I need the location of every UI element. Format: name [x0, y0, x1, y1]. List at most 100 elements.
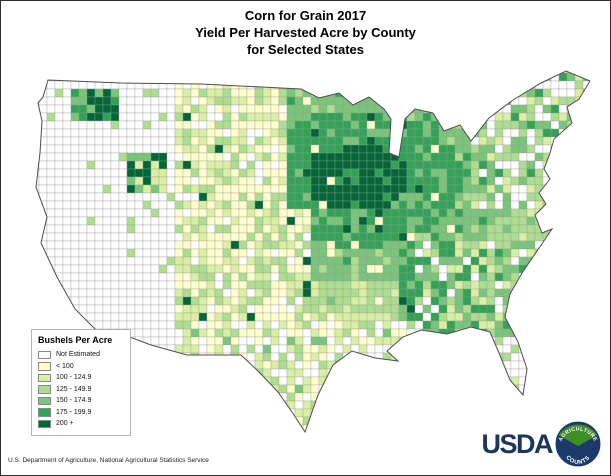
- county-cell: [566, 368, 576, 378]
- county-cell: [326, 200, 336, 210]
- county-cell: [158, 408, 168, 418]
- county-cell: [478, 336, 488, 346]
- county-cell: [350, 368, 360, 378]
- county-cell: [558, 352, 568, 362]
- county-cell: [430, 344, 440, 354]
- county-cell: [366, 104, 376, 114]
- county-cell: [62, 71, 72, 74]
- county-cell: [366, 280, 376, 290]
- county-cell: [358, 240, 368, 250]
- county-cell: [150, 128, 160, 138]
- county-cell: [486, 248, 496, 258]
- county-cell: [591, 369, 599, 377]
- county-cell: [326, 312, 336, 322]
- county-cell: [342, 408, 352, 418]
- county-cell: [166, 304, 176, 314]
- county-cell: [254, 400, 264, 410]
- county-cell: [278, 160, 288, 170]
- county-cell: [342, 424, 352, 432]
- county-cell: [46, 104, 56, 114]
- county-cell: [166, 424, 176, 432]
- county-cell: [94, 200, 104, 210]
- county-cell: [270, 264, 280, 274]
- county-cell: [278, 416, 288, 426]
- county-cell: [550, 264, 560, 274]
- county-cell: [94, 120, 104, 130]
- county-cell: [558, 288, 568, 298]
- county-cell: [430, 424, 440, 432]
- county-cell: [502, 248, 512, 258]
- county-cell: [366, 296, 376, 306]
- county-cell: [182, 88, 192, 98]
- county-cell: [46, 160, 56, 170]
- county-cell: [318, 336, 328, 346]
- county-cell: [214, 248, 224, 258]
- county-cell: [486, 304, 496, 314]
- county-cell: [70, 104, 80, 114]
- county-cell: [454, 424, 464, 432]
- county-cell: [78, 280, 88, 290]
- county-cell: [438, 376, 448, 386]
- county-cell: [38, 160, 48, 170]
- county-cell: [406, 200, 416, 210]
- county-cell: [270, 424, 280, 432]
- county-cell: [526, 216, 536, 226]
- county-cell: [390, 320, 400, 330]
- county-cell: [406, 336, 416, 346]
- county-cell: [150, 184, 160, 194]
- county-cell: [502, 352, 512, 362]
- county-cell: [446, 144, 456, 154]
- county-cell: [439, 433, 447, 441]
- county-cell: [54, 240, 64, 250]
- county-cell: [86, 71, 96, 74]
- county-cell: [470, 280, 480, 290]
- county-cell: [542, 200, 552, 210]
- county-cell: [438, 112, 448, 122]
- county-cell: [358, 400, 368, 410]
- county-cell: [126, 168, 136, 178]
- county-cell: [54, 71, 64, 74]
- county-cell: [470, 144, 480, 154]
- county-cell: [254, 88, 264, 98]
- county-cell: [422, 192, 432, 202]
- county-cell: [446, 264, 456, 274]
- county-cell: [166, 360, 176, 370]
- county-cell: [582, 296, 590, 306]
- county-cell: [374, 71, 384, 74]
- county-cell: [374, 184, 384, 194]
- county-cell: [238, 384, 248, 394]
- county-cell: [278, 368, 288, 378]
- county-cell: [478, 80, 488, 90]
- county-cell: [358, 248, 368, 258]
- county-cell: [374, 120, 384, 130]
- county-cell: [310, 256, 320, 266]
- county-cell: [414, 416, 424, 426]
- county-cell: [398, 272, 408, 282]
- county-cell: [134, 80, 144, 90]
- county-cell: [374, 152, 384, 162]
- county-cell: [494, 176, 504, 186]
- county-cell: [318, 112, 328, 122]
- county-cell: [310, 136, 320, 146]
- county-cell: [270, 152, 280, 162]
- county-cell: [470, 240, 480, 250]
- county-cell: [190, 344, 200, 354]
- county-cell: [110, 288, 120, 298]
- county-cell: [494, 392, 504, 402]
- county-cell: [574, 320, 584, 330]
- county-cell: [94, 264, 104, 274]
- county-cell: [38, 256, 48, 266]
- county-cell: [230, 408, 240, 418]
- county-cell: [566, 384, 576, 394]
- county-cell: [510, 71, 520, 74]
- county-cell: [430, 104, 440, 114]
- county-cell: [366, 248, 376, 258]
- county-cell: [486, 72, 496, 82]
- county-cell: [54, 88, 64, 98]
- county-cell: [374, 296, 384, 306]
- county-cell: [526, 288, 536, 298]
- county-cell: [558, 104, 568, 114]
- county-cell: [262, 424, 272, 432]
- county-cell: [214, 120, 224, 130]
- county-cell: [454, 280, 464, 290]
